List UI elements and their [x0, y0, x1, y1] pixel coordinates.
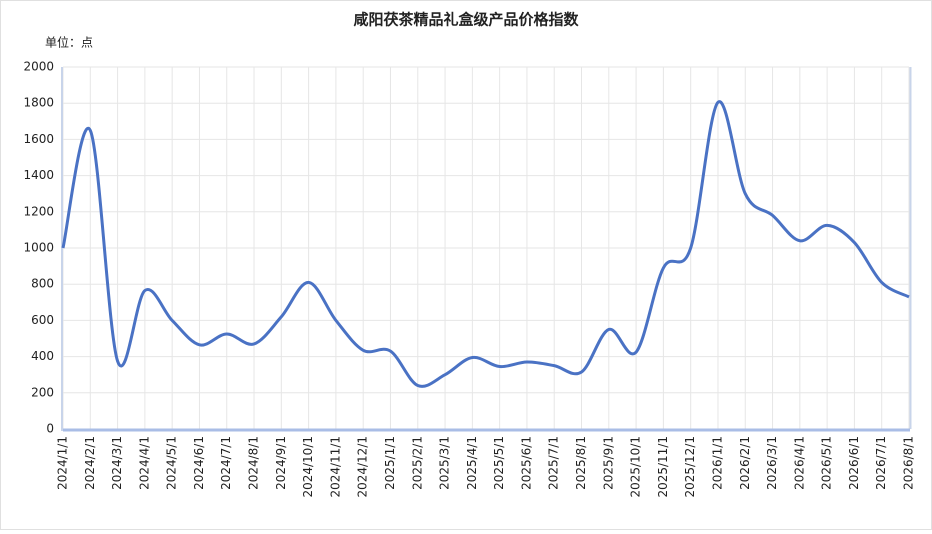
y-tick-label: 800	[31, 277, 54, 291]
x-tick-label: 2024/5/1	[165, 436, 179, 490]
x-tick-label: 2024/12/1	[356, 436, 370, 498]
y-tick-label: 1400	[23, 168, 54, 182]
x-tick-label: 2024/4/1	[137, 436, 151, 490]
x-tick-label: 2025/12/1	[683, 436, 697, 498]
x-tick-label: 2025/7/1	[547, 436, 561, 490]
x-tick-label: 2025/6/1	[519, 436, 533, 490]
x-tick-label: 2026/7/1	[874, 436, 888, 490]
y-tick-label: 200	[31, 385, 54, 399]
x-tick-label: 2025/4/1	[465, 436, 479, 490]
x-tick-label: 2025/9/1	[601, 436, 615, 490]
y-tick-label: 1800	[23, 96, 54, 110]
x-tick-label: 2024/6/1	[192, 436, 206, 490]
x-tick-label: 2025/10/1	[629, 436, 643, 498]
x-tick-label: 2026/3/1	[765, 436, 779, 490]
x-tick-label: 2025/1/1	[383, 436, 397, 490]
x-tick-label: 2024/8/1	[247, 436, 261, 490]
x-tick-label: 2024/7/1	[219, 436, 233, 490]
x-tick-label: 2026/2/1	[738, 436, 752, 490]
y-tick-label: 2000	[23, 60, 54, 74]
y-tick-label: 600	[31, 313, 54, 327]
x-tick-label: 2026/8/1	[902, 436, 916, 490]
y-tick-label: 0	[46, 422, 54, 436]
x-tick-label: 2024/2/1	[83, 436, 97, 490]
x-tick-label: 2025/8/1	[574, 436, 588, 490]
y-tick-label: 400	[31, 349, 54, 363]
x-tick-label: 2024/1/1	[56, 436, 70, 490]
x-tick-label: 2024/3/1	[110, 436, 124, 490]
chart-title: 咸阳茯茶精品礼盒级产品价格指数	[353, 11, 579, 29]
x-tick-label: 2025/11/1	[656, 436, 670, 498]
line-series	[61, 100, 910, 388]
y-tick-label: 1000	[23, 241, 54, 255]
x-tick-label: 2026/4/1	[792, 436, 806, 490]
unit-label: 单位：点	[45, 35, 93, 50]
x-tick-label: 2025/3/1	[438, 436, 452, 490]
x-tick-label: 2026/6/1	[847, 436, 861, 490]
x-tick-label: 2026/1/1	[710, 436, 724, 490]
x-tick-label: 2025/2/1	[410, 436, 424, 490]
x-tick-label: 2024/10/1	[301, 436, 315, 498]
x-tick-label: 2024/11/1	[328, 436, 342, 498]
x-tick-label: 2025/5/1	[492, 436, 506, 490]
y-tick-label: 1200	[23, 204, 54, 218]
x-tick-label: 2024/9/1	[274, 436, 288, 490]
x-tick-label: 2026/5/1	[820, 436, 834, 490]
y-tick-label: 1600	[23, 132, 54, 146]
